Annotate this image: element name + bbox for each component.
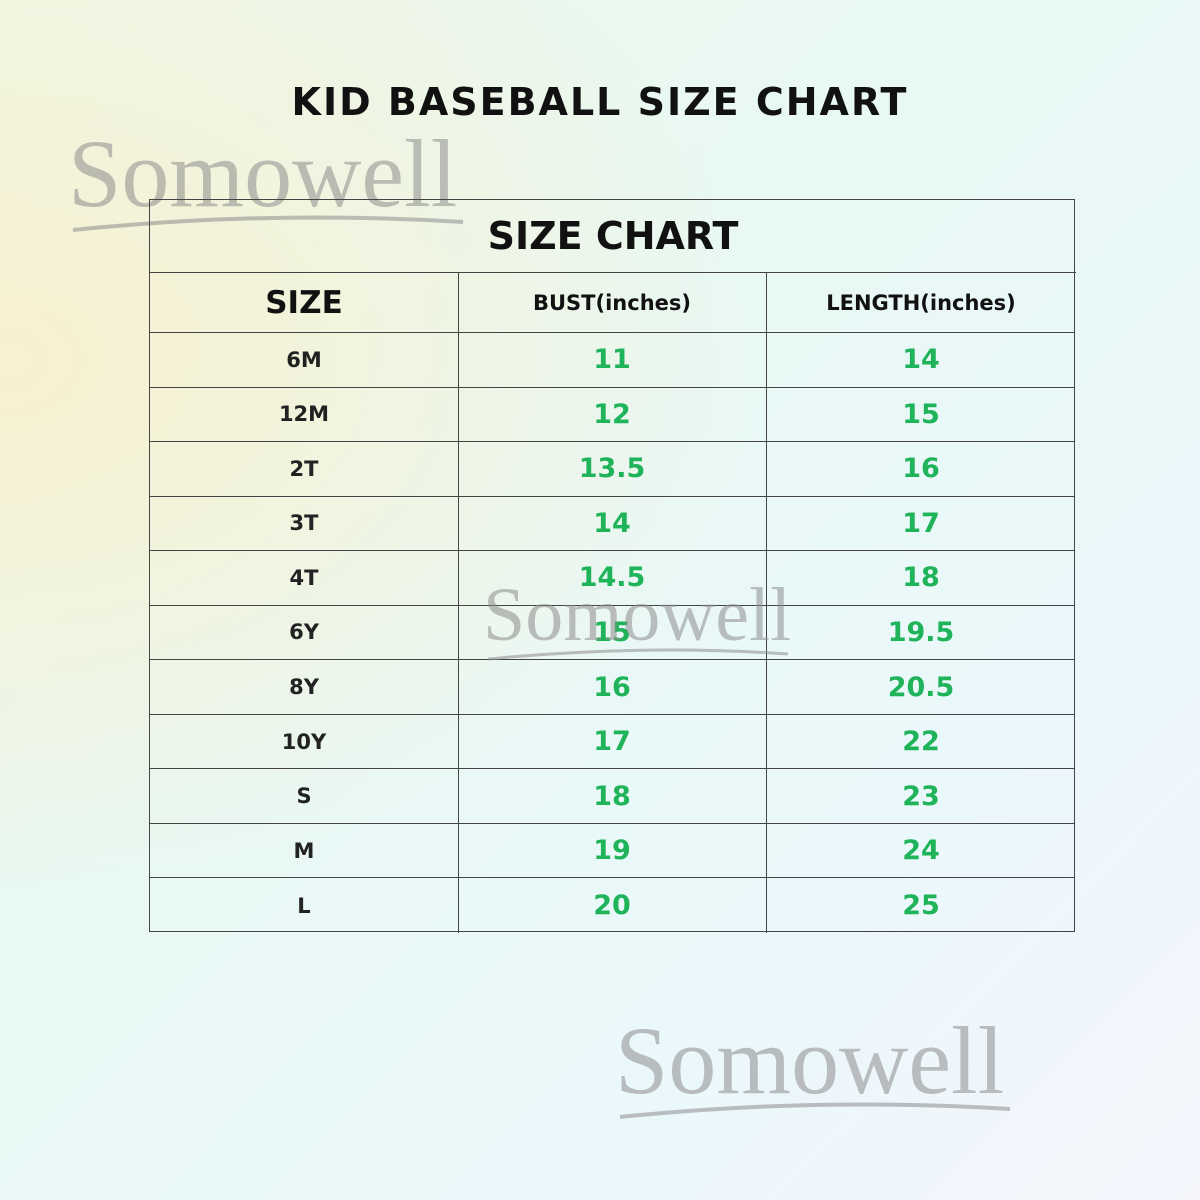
measurement: 11 [458,333,767,388]
measurement: 20.5 [767,660,1075,715]
column-header: BUST(inches) [458,273,767,333]
column-header: SIZE [150,273,459,333]
measurement: 13.5 [458,442,767,497]
size-label: 12M [150,387,459,443]
page-title: KID BASEBALL SIZE CHART [291,80,909,124]
measurement: 14.5 [458,551,767,606]
table-caption: SIZE CHART [150,200,1076,273]
column-header: LENGTH(inches) [767,273,1075,333]
size-label: L [150,878,459,933]
size-label: 8Y [150,660,459,715]
size-label: 2T [150,442,459,497]
measurement: 24 [767,824,1075,879]
measurement: 19.5 [767,606,1075,661]
size-label: 4T [150,551,459,606]
size-label: S [150,769,459,824]
measurement: 25 [902,890,940,922]
watermark-swoosh [619,1102,1011,1119]
watermark-text: Somowell [483,573,792,657]
measurement: 16 [458,660,767,715]
size-label: 6M [150,333,459,388]
watermark-text: Somowell [68,120,458,227]
measurement: 18 [458,769,767,824]
watermark-swoosh [487,648,789,661]
watermark: Somowell [615,1005,1011,1119]
size-table: SIZE CHART SIZE BUST(inches) LENGTH(inches)… [149,199,1076,933]
size-label: 3T [150,496,459,552]
watermark: Somowell [68,118,464,232]
measurement: 15 [767,388,1075,443]
size-label: 6Y [150,605,459,661]
measurement: 17 [767,497,1075,552]
measurement: 14 [767,333,1075,388]
measurement: 16 [767,442,1075,497]
measurement: 17 [458,714,767,770]
measurement: 18 [767,551,1075,606]
measurement: 12 [458,387,767,443]
watermark-text: Somowell [615,1007,1005,1114]
size-label: M [150,823,459,879]
watermark: Somowell [483,572,792,661]
watermark-swoosh [72,215,464,232]
measurement: 22 [767,715,1075,770]
measurement: 14 [458,496,767,552]
size-label: 10Y [150,714,459,770]
measurement: 19 [458,823,767,879]
measurement: 20 [458,878,767,933]
measurement: 23 [767,769,1075,824]
measurement: 15 [458,605,767,661]
